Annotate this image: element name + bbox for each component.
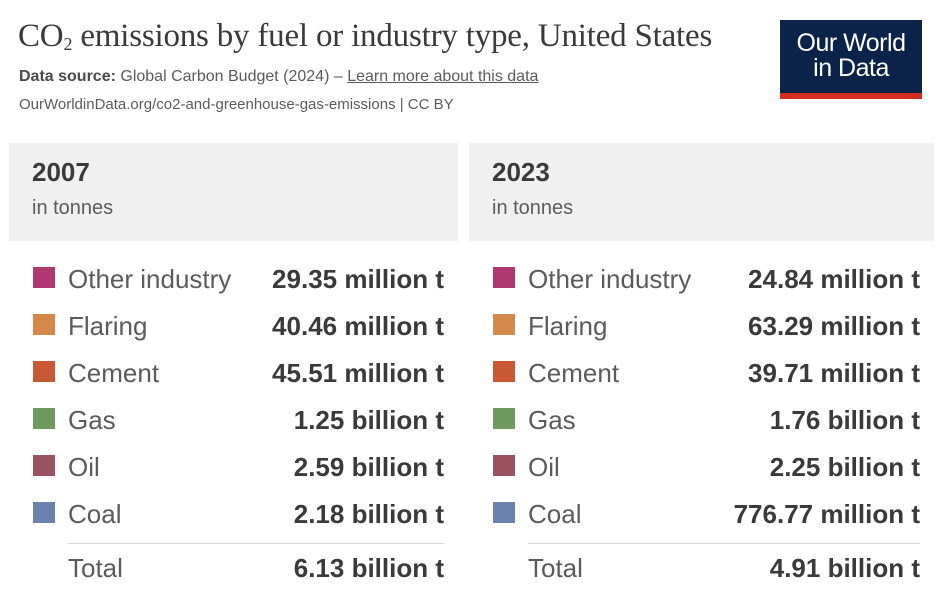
- value-label: 2.59 billion t: [293, 452, 444, 482]
- legend-swatch: [493, 361, 515, 382]
- panel-header: 2023 in tonnes: [469, 143, 934, 241]
- source-text: Global Carbon Budget (2024) –: [120, 68, 348, 85]
- panel-2023: 2023 in tonnes Other industry 24.84 million…: [469, 143, 934, 583]
- logo-red-bar: [780, 93, 922, 99]
- data-source: Data source: Global Carbon Budget (2024)…: [19, 68, 538, 86]
- value-label: 776.77 million t: [733, 499, 920, 529]
- category-label: Oil: [68, 452, 100, 482]
- title-rest: emissions by fuel or industry type, Unit…: [72, 18, 713, 54]
- total-value: 6.13 billion t: [293, 553, 444, 583]
- table-row: Coal 776.77 million t: [469, 499, 934, 529]
- total-row: Total 6.13 billion t: [9, 553, 458, 583]
- chart-title: CO2 emissions by fuel or industry type, …: [18, 18, 712, 55]
- category-label: Gas: [68, 405, 116, 435]
- value-label: 24.84 million t: [748, 264, 920, 294]
- value-label: 1.25 billion t: [293, 405, 444, 435]
- category-label: Other industry: [68, 264, 232, 294]
- value-label: 29.35 million t: [272, 264, 444, 294]
- table-row: Other industry 29.35 million t: [9, 264, 458, 294]
- owid-logo[interactable]: Our World in Data: [780, 20, 922, 99]
- category-label: Flaring: [68, 311, 148, 341]
- title-co: CO: [18, 18, 64, 54]
- table-row: Cement 39.71 million t: [469, 358, 934, 388]
- logo-line-2: in Data: [813, 54, 889, 82]
- legend-swatch: [33, 314, 55, 335]
- table-row: Oil 2.59 billion t: [9, 452, 458, 482]
- total-label: Total: [528, 553, 583, 583]
- legend-swatch: [493, 408, 515, 429]
- panel-year: 2023: [492, 157, 550, 187]
- total-row: Total 4.91 billion t: [469, 553, 934, 583]
- category-label: Cement: [68, 358, 160, 388]
- legend-swatch: [493, 267, 515, 288]
- table-row: Gas 1.25 billion t: [9, 405, 458, 435]
- value-label: 1.76 billion t: [769, 405, 920, 435]
- value-label: 2.18 billion t: [293, 499, 444, 529]
- panel-header: 2007 in tonnes: [9, 143, 458, 241]
- value-label: 45.51 million t: [272, 358, 444, 388]
- legend-swatch: [493, 502, 515, 523]
- value-label: 63.29 million t: [748, 311, 920, 341]
- category-label: Flaring: [528, 311, 608, 341]
- table-row: Cement 45.51 million t: [9, 358, 458, 388]
- legend-swatch: [493, 314, 515, 335]
- table-row: Coal 2.18 billion t: [9, 499, 458, 529]
- total-divider: [68, 543, 444, 544]
- legend-swatch: [33, 267, 55, 288]
- total-value: 4.91 billion t: [769, 553, 920, 583]
- total-divider: [528, 543, 920, 544]
- table-row: Gas 1.76 billion t: [469, 405, 934, 435]
- value-label: 40.46 million t: [272, 311, 444, 341]
- source-url: OurWorldinData.org/co2-and-greenhouse-ga…: [19, 96, 454, 113]
- value-label: 2.25 billion t: [769, 452, 920, 482]
- category-label: Cement: [528, 358, 620, 388]
- table-row: Oil 2.25 billion t: [469, 452, 934, 482]
- legend-swatch: [493, 455, 515, 476]
- total-label: Total: [68, 553, 123, 583]
- category-label: Gas: [528, 405, 576, 435]
- panel-unit: in tonnes: [492, 197, 574, 219]
- legend-swatch: [33, 502, 55, 523]
- source-label: Data source:: [19, 68, 116, 85]
- category-label: Coal: [528, 499, 582, 529]
- category-label: Oil: [528, 452, 560, 482]
- table-row: Flaring 63.29 million t: [469, 311, 934, 341]
- title-subscript: 2: [63, 34, 73, 54]
- panel-unit: in tonnes: [32, 197, 114, 219]
- value-label: 39.71 million t: [748, 358, 920, 388]
- table-row: Other industry 24.84 million t: [469, 264, 934, 294]
- table-row: Flaring 40.46 million t: [9, 311, 458, 341]
- panel-2007: 2007 in tonnes Other industry 29.35 million…: [9, 143, 458, 583]
- legend-swatch: [33, 455, 55, 476]
- legend-swatch: [33, 361, 55, 382]
- legend-swatch: [33, 408, 55, 429]
- logo-line-1: Our World: [796, 29, 906, 57]
- panel-year: 2007: [32, 157, 90, 187]
- category-label: Other industry: [528, 264, 692, 294]
- learn-more-link[interactable]: Learn more about this data: [347, 68, 539, 85]
- category-label: Coal: [68, 499, 122, 529]
